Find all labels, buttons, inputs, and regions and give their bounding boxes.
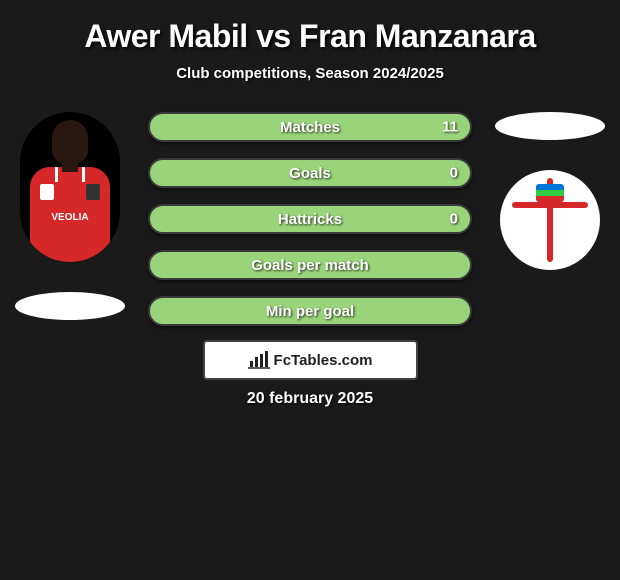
- date-line: 20 february 2025: [10, 390, 610, 408]
- shirt-badge-right-icon: [86, 184, 100, 200]
- bar-chart-icon: [248, 351, 270, 369]
- player-head: [52, 120, 88, 164]
- right-player-column: [490, 112, 610, 270]
- stat-label: Min per goal: [266, 303, 354, 320]
- stat-value-right: 11: [442, 119, 458, 136]
- badge-cross-horizontal-icon: [512, 202, 588, 208]
- stat-bar-min-per-goal: Min per goal: [148, 296, 472, 326]
- stat-bar-goals: Goals 0: [148, 158, 472, 188]
- stat-bar-matches: Matches 11: [148, 112, 472, 142]
- player-photo-left: VEOLIA: [20, 112, 120, 262]
- shirt-sponsor-text: VEOLIA: [40, 212, 100, 223]
- stat-label: Goals: [289, 165, 331, 182]
- left-ellipse-icon: [15, 292, 125, 320]
- left-player-column: VEOLIA: [10, 112, 130, 320]
- page-subtitle: Club competitions, Season 2024/2025: [10, 65, 610, 82]
- stat-label: Goals per match: [251, 257, 369, 274]
- stat-bar-goals-per-match: Goals per match: [148, 250, 472, 280]
- content-row: VEOLIA Matches 11 Goals 0 Hattricks 0 Go…: [10, 112, 610, 326]
- stat-value-right: 0: [450, 211, 458, 228]
- site-text: FcTables.com: [274, 352, 373, 369]
- comparison-infographic: Awer Mabil vs Fran Manzanara Club compet…: [0, 0, 620, 408]
- right-ellipse-icon: [495, 112, 605, 140]
- stat-value-right: 0: [450, 165, 458, 182]
- club-badge-right: [500, 170, 600, 270]
- badge-flag-icon: [536, 184, 564, 202]
- shirt-badge-left-icon: [40, 184, 54, 200]
- stats-column: Matches 11 Goals 0 Hattricks 0 Goals per…: [148, 112, 472, 326]
- stat-label: Hattricks: [278, 211, 342, 228]
- stat-bar-hattricks: Hattricks 0: [148, 204, 472, 234]
- site-badge[interactable]: FcTables.com: [203, 340, 418, 380]
- page-title: Awer Mabil vs Fran Manzanara: [10, 18, 610, 55]
- stat-label: Matches: [280, 119, 340, 136]
